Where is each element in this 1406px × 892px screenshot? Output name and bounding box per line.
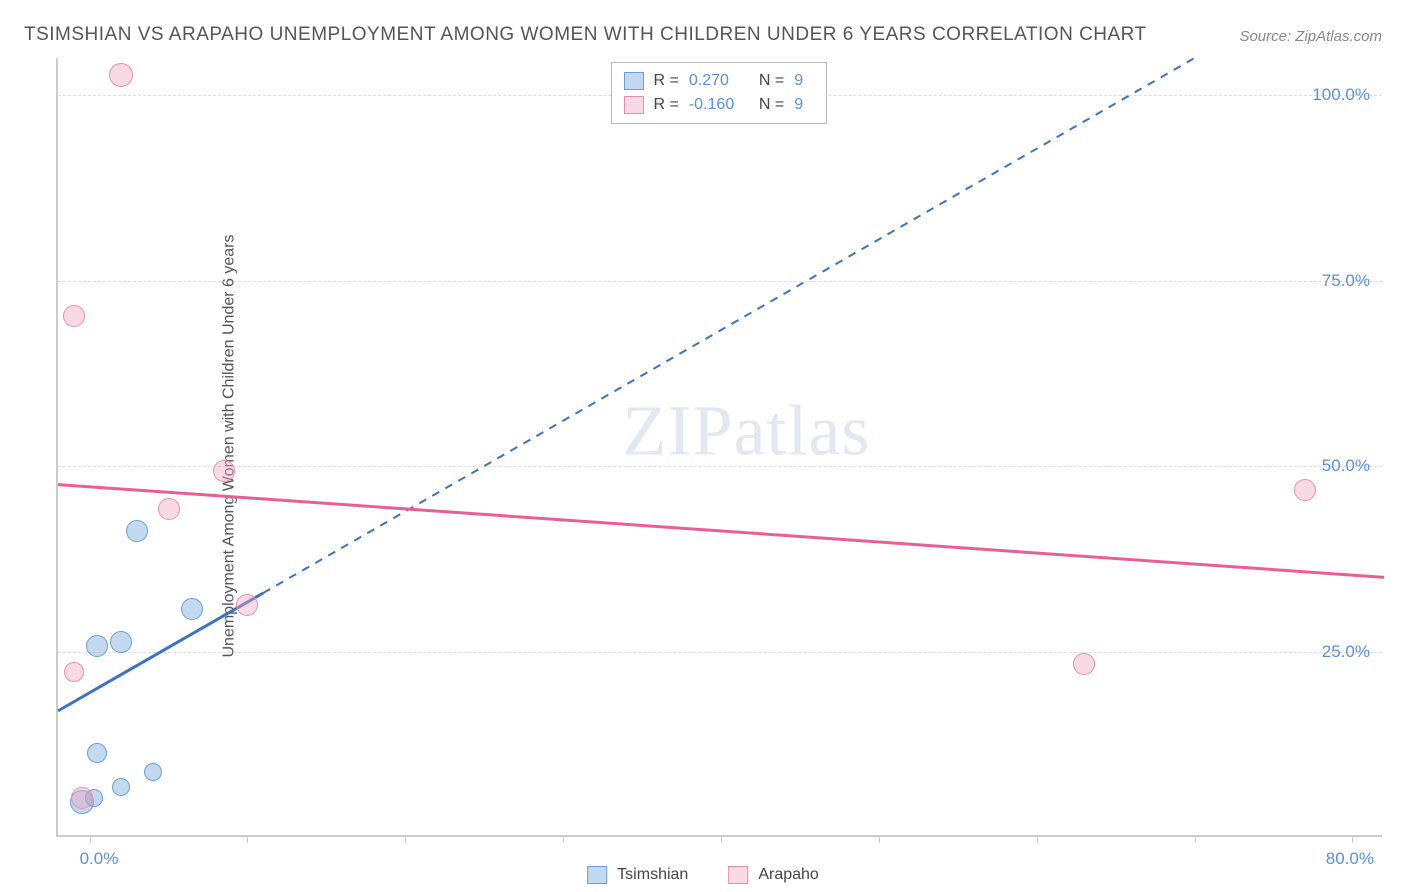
legend-item: Tsimshian: [587, 866, 688, 884]
chart-title: TSIMSHIAN VS ARAPAHO UNEMPLOYMENT AMONG …: [24, 24, 1147, 46]
data-point: [109, 63, 133, 87]
data-point: [1294, 479, 1316, 501]
x-axis-label-left: 0.0%: [80, 849, 119, 869]
n-value: 9: [794, 93, 814, 117]
source-attribution: Source: ZipAtlas.com: [1239, 28, 1382, 45]
data-point: [213, 460, 235, 482]
x-axis-label-right: 80.0%: [1326, 849, 1374, 869]
legend-row: R = 0.270 N = 9: [624, 69, 815, 93]
legend-label: Arapaho: [758, 866, 819, 884]
data-point: [110, 631, 132, 653]
r-value: -0.160: [689, 93, 749, 117]
chart-container: ZIPatlas 25.0%50.0%75.0%100.0%0.0%80.0%R…: [56, 58, 1382, 837]
data-point: [63, 305, 85, 327]
data-point: [126, 520, 148, 542]
data-point: [86, 635, 108, 657]
n-value: 9: [794, 69, 814, 93]
legend-label: Tsimshian: [617, 866, 688, 884]
data-point: [236, 594, 258, 616]
data-point: [87, 743, 107, 763]
trend-lines: [58, 58, 1384, 837]
legend-bottom: Tsimshian Arapaho: [587, 866, 819, 884]
data-point: [64, 662, 84, 682]
data-point: [1073, 653, 1095, 675]
plot-area: ZIPatlas 25.0%50.0%75.0%100.0%0.0%80.0%R…: [56, 58, 1382, 837]
data-point: [181, 598, 203, 620]
legend-swatch: [624, 72, 644, 90]
legend-swatch: [728, 866, 748, 884]
data-point: [112, 778, 130, 796]
data-point: [158, 498, 180, 520]
data-point: [71, 787, 93, 809]
legend-item: Arapaho: [728, 866, 819, 884]
data-point: [144, 763, 162, 781]
legend-swatch: [587, 866, 607, 884]
n-label: N =: [759, 69, 784, 93]
n-label: N =: [759, 93, 784, 117]
legend-row: R = -0.160 N = 9: [624, 93, 815, 117]
legend-swatch: [624, 96, 644, 114]
r-value: 0.270: [689, 69, 749, 93]
r-label: R =: [654, 69, 679, 93]
r-label: R =: [654, 93, 679, 117]
legend-correlation: R = 0.270 N = 9 R = -0.160 N = 9: [611, 62, 828, 124]
